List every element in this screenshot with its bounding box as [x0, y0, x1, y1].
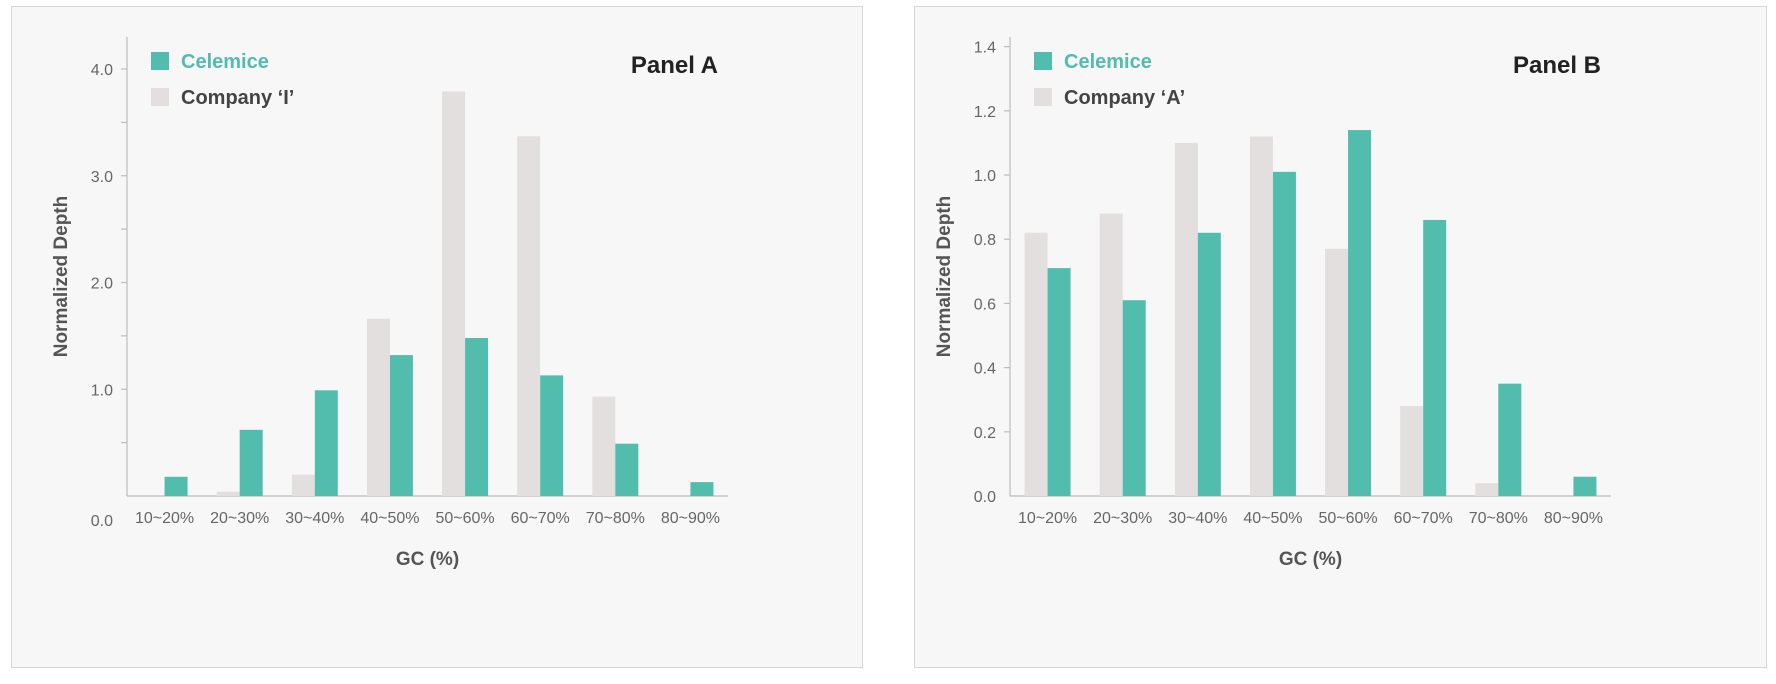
y-tick-label: 0.6 [974, 296, 996, 313]
company-bar [216, 491, 240, 496]
celemice-bar [690, 482, 714, 496]
company-bar [1249, 136, 1273, 497]
y-tick-label: 0.0 [974, 489, 996, 506]
x-tick-label: 20~30% [210, 510, 269, 527]
y-tick-label: 0.2 [974, 425, 996, 442]
company-bar [291, 474, 315, 496]
x-axis-title: GC (%) [1279, 549, 1342, 570]
x-tick-label: 50~60% [1318, 510, 1377, 527]
y-tick-label: 1.4 [974, 40, 996, 57]
celemice-bar [465, 338, 489, 496]
celemice-bar [314, 390, 338, 496]
x-tick-label: 70~80% [1469, 510, 1528, 527]
celemice-bar [1573, 476, 1597, 496]
celemice-bar [1197, 232, 1221, 497]
legend-label: Celemice [181, 51, 269, 73]
legend-label: Company ‘I’ [181, 87, 294, 109]
y-tick-label: 2.0 [91, 276, 113, 293]
x-tick-label: 40~50% [1243, 510, 1302, 527]
legend-swatch [1034, 88, 1052, 106]
celemice-bar [1348, 130, 1372, 496]
company-bar [1174, 142, 1198, 496]
x-tick-label: 20~30% [1093, 510, 1152, 527]
x-tick-label: 80~90% [1544, 510, 1603, 527]
celemice-bar [239, 429, 263, 496]
company-bar [1024, 232, 1048, 497]
company-bar [1400, 406, 1424, 496]
x-tick-label: 30~40% [285, 510, 344, 527]
chart-b-svg: 0.0 0.2 0.4 0.6 0.8 1.0 1.2 1.4 10~20% 20~30% 30~4… [934, 37, 1611, 570]
x-tick-label: 60~70% [511, 510, 570, 527]
celemice-bar [1423, 219, 1447, 496]
x-tick-label: 70~80% [586, 510, 645, 527]
company-bar [1475, 483, 1499, 496]
panel-label: Panel B [1513, 52, 1601, 79]
company-bar [442, 91, 466, 496]
x-tick-label: 50~60% [435, 510, 494, 527]
celemice-bar [615, 443, 639, 496]
legend-label: Company ‘A’ [1064, 87, 1185, 109]
y-tick-label: 4.0 [91, 62, 113, 79]
company-bar [366, 318, 390, 496]
company-bar [517, 136, 541, 496]
celemice-bar [540, 375, 564, 496]
company-bar [1099, 213, 1123, 497]
celemice-bar [389, 355, 413, 496]
celemice-bar [1122, 300, 1146, 496]
celemice-bar [1047, 268, 1071, 496]
company-bar [1325, 248, 1349, 496]
x-axis-title: GC (%) [396, 549, 459, 570]
celemice-bar [164, 476, 188, 496]
y-tick-label: 0.8 [974, 232, 996, 249]
y-tick-label: 0.0 [91, 513, 113, 530]
celemice-bar [1498, 383, 1522, 496]
x-tick-label: 40~50% [360, 510, 419, 527]
x-tick-label: 80~90% [661, 510, 720, 527]
chart-panel-b: 0.0 0.2 0.4 0.6 0.8 1.0 1.2 1.4 10~20% 20~30% 30~4… [914, 6, 1767, 668]
celemice-bar [1272, 171, 1296, 496]
chart-a-svg: 0.0 1.0 2.0 3.0 4.0 10~20% 20~30% 30~40% 40~50% 5… [51, 37, 728, 570]
y-tick-label: 3.0 [91, 169, 113, 186]
y-tick-label: 1.0 [91, 382, 113, 399]
y-tick-label: 1.0 [974, 168, 996, 185]
chart-panel-a: 0.0 1.0 2.0 3.0 4.0 10~20% 20~30% 30~40% 40~50% 5… [11, 6, 863, 668]
company-bar [592, 396, 616, 496]
y-tick-label: 1.2 [974, 104, 996, 121]
legend-label: Celemice [1064, 51, 1152, 73]
legend-swatch [151, 88, 169, 106]
legend-swatch [151, 52, 169, 70]
x-tick-label: 10~20% [135, 510, 194, 527]
x-tick-label: 60~70% [1394, 510, 1453, 527]
panel-label: Panel A [631, 52, 718, 79]
x-tick-label: 10~20% [1018, 510, 1077, 527]
x-tick-label: 30~40% [1168, 510, 1227, 527]
y-tick-label: 0.4 [974, 361, 996, 378]
y-axis-title: Normalized Depth [51, 196, 72, 358]
legend-swatch [1034, 52, 1052, 70]
y-axis-title: Normalized Depth [934, 196, 955, 358]
